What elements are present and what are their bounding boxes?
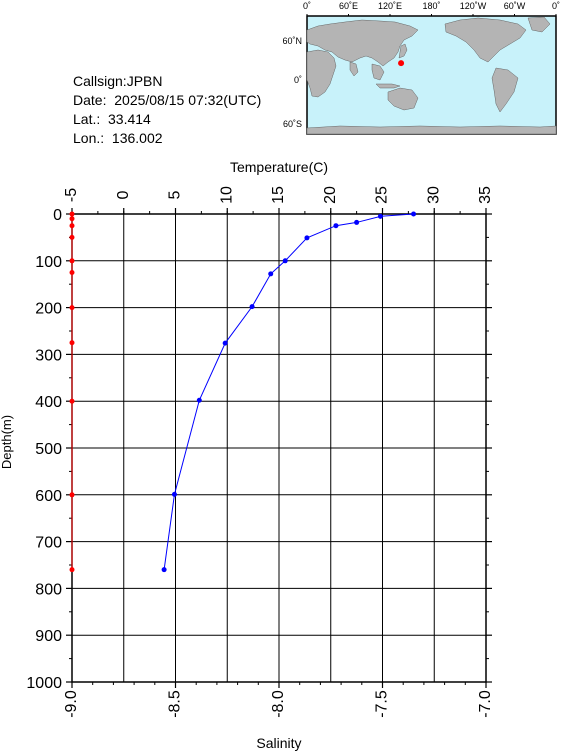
antarctica-landmass — [306, 125, 557, 135]
salinity-tick-label: -7.0 — [477, 690, 494, 718]
depth-tick-label: 100 — [35, 254, 62, 271]
salinity-data-point — [69, 211, 75, 217]
salinity-data-point — [69, 234, 75, 240]
temp-tick-label: 20 — [322, 186, 339, 204]
temperature-profile-line — [163, 213, 414, 570]
station-info: Callsign:JPBN Date: 2025/08/15 07:32(UTC… — [73, 72, 261, 148]
lat-label: Lat.: 33.414 — [73, 111, 151, 127]
eurasia-landmass — [306, 19, 419, 67]
indonesia-landmass — [375, 83, 401, 89]
depth-tick-label: 500 — [35, 441, 62, 458]
temperature-data-point — [161, 567, 167, 573]
temp-tick-label: 30 — [425, 186, 442, 204]
north-america-landmass — [444, 17, 527, 63]
salinity-data-point — [69, 305, 75, 311]
temp-tick-label: 15 — [270, 186, 287, 204]
india-landmass — [349, 61, 359, 77]
chart-ticks — [66, 208, 492, 688]
salinity-data-point — [69, 270, 75, 275]
africa-landmass — [306, 49, 337, 98]
bottom-axis-title: Salinity — [256, 735, 301, 751]
temperature-data-point — [196, 397, 202, 403]
depth-tick-label: 700 — [35, 535, 62, 552]
chart-tick-labels: -5 0 5 10 15 20 25 30 35010020030040050060070080… — [26, 186, 494, 718]
world-map: 0˚ 60˚E 120˚E 180˚ 120˚W 60˚W 0˚ 60˚N 0˚ 60˚S — [282, 1, 560, 135]
map-lon-label: 120˚W — [460, 1, 487, 11]
map-lat-label: 0˚ — [294, 75, 302, 85]
temperature-data-point — [171, 491, 177, 497]
depth-tick-label: 1000 — [26, 675, 62, 692]
temperature-data-point — [268, 271, 274, 277]
y-axis-title: Depth(m) — [0, 415, 14, 469]
temperature-data-point — [333, 223, 339, 229]
map-lon-label: 120˚E — [378, 1, 402, 11]
lon-label: Lon.: 136.002 — [73, 130, 163, 146]
date-label: Date: 2025/08/15 07:32(UTC) — [73, 92, 262, 108]
map-land — [306, 16, 557, 135]
temp-tick-label: 10 — [218, 186, 235, 204]
australia-landmass — [387, 87, 419, 111]
depth-tick-label: 200 — [35, 301, 62, 318]
south-america-landmass — [491, 67, 519, 113]
salinity-data-point — [69, 216, 75, 222]
temp-tick-label: 25 — [374, 186, 391, 204]
salinity-tick-label: -8.0 — [270, 690, 287, 718]
map-lat-label: 60˚S — [283, 119, 302, 129]
map-lon-label: 180˚ — [422, 1, 440, 11]
depth-tick-label: 300 — [35, 347, 62, 364]
depth-tick-label: 800 — [35, 581, 62, 598]
temperature-data-point — [282, 258, 288, 264]
temperature-data-point — [304, 235, 310, 241]
salinity-data-point — [69, 258, 75, 264]
salinity-data-point — [69, 223, 75, 229]
temperature-data-point — [377, 213, 383, 219]
station-location-marker — [398, 60, 405, 67]
chart-grid — [71, 213, 487, 683]
callsign-label: Callsign:JPBN — [73, 73, 163, 89]
depth-tick-label: 600 — [35, 488, 62, 505]
map-lon-label: 60˚W — [504, 1, 526, 11]
salinity-data-point — [69, 567, 75, 573]
temperature-data-point — [411, 211, 417, 217]
depth-tick-label: 0 — [53, 207, 62, 224]
map-lon-label: 0˚ — [303, 1, 311, 11]
salinity-data-point — [69, 398, 75, 404]
map-labels: 0˚ 60˚E 120˚E 180˚ 120˚W 60˚W 0˚ 60˚N 0˚ 60˚S — [282, 1, 560, 129]
temp-tick-label: -5 — [63, 188, 80, 202]
temp-tick-label: 0 — [115, 190, 132, 199]
map-lat-label: 60˚N — [282, 36, 302, 46]
map-lon-label: 60˚E — [339, 1, 358, 11]
temperature-data-point — [249, 304, 255, 310]
salinity-tick-label: -9.0 — [63, 690, 80, 718]
top-axis-title: Temperature(C) — [230, 159, 328, 175]
depth-tick-label: 900 — [35, 628, 62, 645]
salinity-data-point — [69, 340, 75, 346]
indochina-landmass — [371, 63, 385, 81]
temperature-data-point — [222, 340, 228, 346]
salinity-data-point — [69, 492, 75, 498]
temp-tick-label: 35 — [477, 186, 494, 204]
salinity-tick-label: -7.5 — [374, 690, 391, 718]
salinity-tick-label: -8.5 — [167, 690, 184, 718]
chart-series — [69, 211, 417, 573]
japan-landmass — [398, 43, 408, 59]
map-lon-label: 0˚ — [552, 1, 560, 11]
temperature-data-point — [354, 219, 360, 225]
depth-tick-label: 400 — [35, 394, 62, 411]
temp-tick-label: 5 — [167, 190, 184, 199]
greenland-landmass — [527, 16, 551, 33]
